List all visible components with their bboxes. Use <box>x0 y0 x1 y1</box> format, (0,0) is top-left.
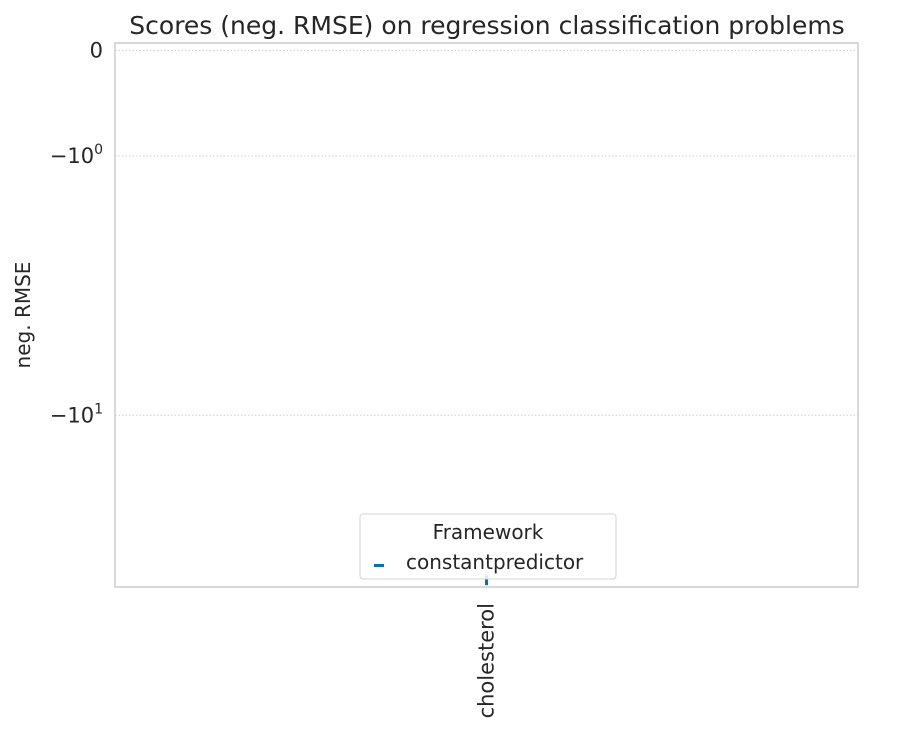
y-tick-label-1: −100 <box>50 142 103 168</box>
legend-label-constantpredictor: constantpredictor <box>406 550 584 574</box>
x-tick-label-cholesterol: cholesterol <box>475 603 499 718</box>
y-tick-label-2: −101 <box>50 401 103 427</box>
data-point-constantpredictor-cholesterol <box>485 575 488 586</box>
chart-title: Scores (neg. RMSE) on regression classif… <box>129 11 844 40</box>
y-tick-labels: 0 −100 −101 <box>50 38 103 427</box>
plot-area <box>114 42 859 588</box>
legend-marker-constantpredictor <box>374 564 384 567</box>
x-tick-labels: cholesterol <box>475 603 499 718</box>
legend[interactable]: Framework constantpredictor <box>359 513 617 580</box>
legend-title: Framework <box>433 520 544 544</box>
y-axis-label: neg. RMSE <box>11 262 35 369</box>
y-tick-label-0: 0 <box>90 38 103 62</box>
gridlines <box>115 49 858 416</box>
legend-frame <box>359 513 617 580</box>
data-points <box>485 575 488 586</box>
